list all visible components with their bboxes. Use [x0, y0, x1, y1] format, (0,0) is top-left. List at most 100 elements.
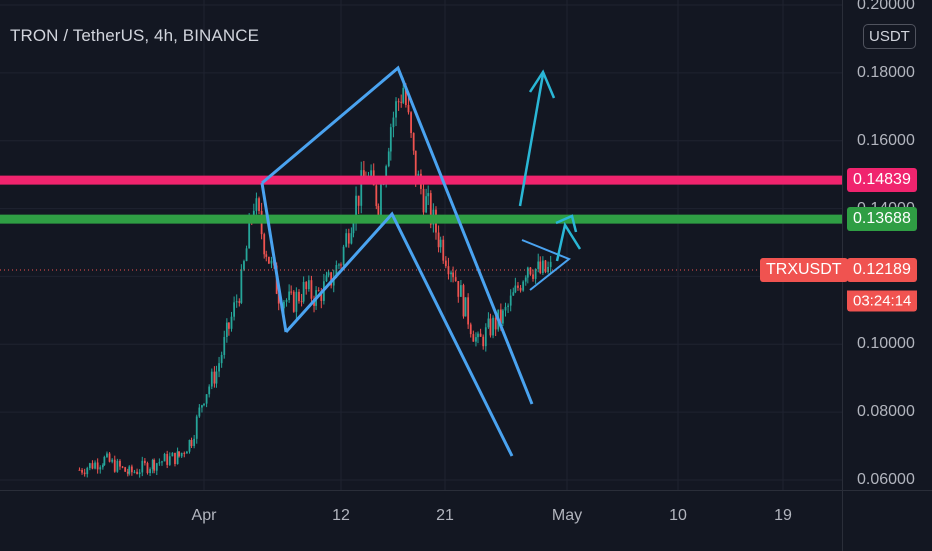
- candle-body: [380, 184, 382, 217]
- candle-body: [171, 452, 174, 457]
- candle-body: [295, 291, 298, 312]
- time-axis[interactable]: Apr 12 21 May 10 19: [0, 490, 842, 551]
- candle-body: [298, 291, 300, 302]
- candle-body: [464, 297, 467, 317]
- candle-body: [519, 287, 522, 291]
- candle-body: [425, 196, 428, 213]
- candle-body: [153, 460, 156, 471]
- candle-body: [203, 403, 205, 406]
- candle-body: [512, 292, 515, 296]
- time-tick-label: 19: [774, 507, 792, 524]
- candle-body: [517, 285, 519, 288]
- candle-body: [108, 453, 111, 462]
- candle-body: [370, 170, 373, 176]
- candle-body: [402, 88, 405, 103]
- candle-body: [437, 232, 440, 248]
- candle-body: [178, 451, 180, 457]
- candle-body: [305, 282, 308, 290]
- resistance-price-label: 0.14839: [847, 168, 917, 193]
- candle-body: [310, 280, 313, 299]
- candle-body: [392, 117, 395, 128]
- candle-body: [166, 454, 169, 465]
- candle-body: [444, 260, 447, 267]
- candle-body: [395, 101, 397, 118]
- time-tick-label: Apr: [191, 507, 217, 524]
- candle-body: [94, 462, 96, 469]
- candle-body: [439, 239, 442, 248]
- symbol-label: TRXUSDT: [760, 258, 848, 283]
- time-tick-label: May: [551, 507, 583, 524]
- pennant-lines: [521, 239, 571, 291]
- candle-body: [482, 336, 485, 347]
- candle-body: [99, 467, 102, 470]
- candle-body: [149, 469, 151, 474]
- price-tick-label: 0.18000: [857, 63, 915, 81]
- candle-body: [96, 462, 99, 470]
- candle-body: [345, 233, 348, 247]
- support-price-label: 0.13688: [847, 207, 917, 232]
- candle-body: [385, 166, 388, 184]
- candle-body: [499, 309, 502, 324]
- currency-button[interactable]: USDT: [863, 24, 916, 49]
- candle-body: [258, 198, 260, 211]
- candle-body: [243, 261, 245, 270]
- candle-body: [452, 272, 454, 278]
- candle-body: [414, 150, 417, 183]
- last-price-label: 0.12189: [847, 258, 917, 283]
- candle-body: [387, 151, 390, 167]
- candle-body: [88, 463, 91, 468]
- candle-body: [407, 104, 410, 113]
- candle-body: [537, 261, 540, 269]
- candle-body: [325, 275, 328, 282]
- candle-body: [484, 327, 487, 347]
- candle-body: [454, 277, 457, 282]
- candle-body: [283, 301, 285, 309]
- candle-body: [522, 281, 525, 291]
- candle-body: [504, 306, 507, 311]
- candle-body: [459, 285, 462, 297]
- candle-body: [492, 317, 494, 336]
- candle-body: [220, 354, 223, 364]
- candle-body: [539, 261, 542, 273]
- candle-body: [201, 405, 203, 408]
- candle-body: [277, 293, 280, 304]
- candle-body: [300, 301, 303, 303]
- breakout-arrow-head: [528, 69, 556, 99]
- candle-body: [524, 277, 527, 282]
- candle-body: [133, 471, 136, 473]
- candle-body: [290, 291, 293, 293]
- candle-body: [355, 195, 357, 223]
- candle-body: [190, 439, 193, 446]
- chart-area[interactable]: TRON / TetherUS, 4h, BINANCE: [0, 0, 842, 490]
- candle-body: [327, 272, 330, 276]
- candle-body: [462, 285, 465, 317]
- candle-body: [263, 234, 266, 255]
- candle-body: [83, 472, 86, 475]
- pattern-bottom-trendlines: [284, 211, 514, 457]
- axis-corner: [842, 490, 932, 551]
- candle-body: [240, 269, 243, 303]
- candle-body: [377, 205, 380, 217]
- candle-body: [529, 267, 532, 275]
- candle-body: [183, 452, 186, 454]
- candle-body: [185, 451, 188, 454]
- candle-body: [161, 461, 163, 463]
- candle-body: [210, 371, 213, 387]
- price-tick-label: 0.08000: [857, 403, 915, 421]
- candle-body: [404, 88, 407, 105]
- candle-body: [146, 463, 149, 474]
- candle-body: [176, 451, 179, 464]
- candle-body: [429, 193, 432, 225]
- candle-body: [225, 322, 228, 337]
- candle-body: [238, 301, 241, 303]
- candle-body: [342, 246, 345, 266]
- candle-body: [168, 456, 171, 465]
- target-arrow-shaft: [555, 221, 582, 262]
- price-axis[interactable]: 0.200000.180000.160000.140000.120000.100…: [842, 0, 932, 490]
- price-tick-label: 0.06000: [857, 471, 915, 488]
- candle-body: [248, 217, 251, 249]
- candle-body: [397, 101, 400, 103]
- candle-body: [91, 463, 94, 469]
- candle-body: [350, 233, 353, 244]
- price-chart[interactable]: [0, 0, 842, 490]
